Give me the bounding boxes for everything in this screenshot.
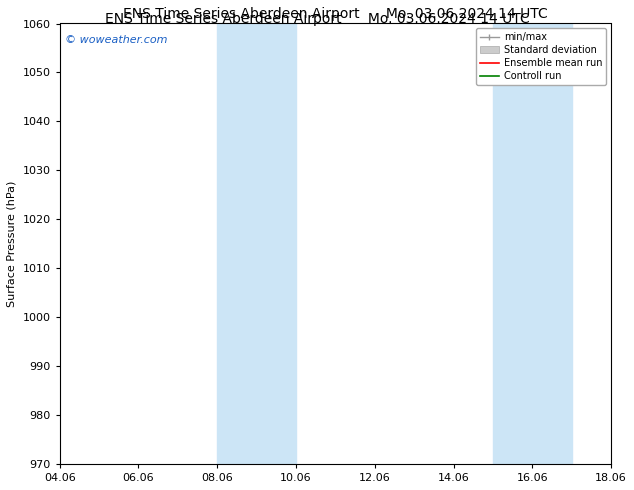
Legend: min/max, Standard deviation, Ensemble mean run, Controll run: min/max, Standard deviation, Ensemble me… <box>476 28 606 85</box>
Text: ENS Time Series Aberdeen Airport      Mo. 03.06.2024 14 UTC: ENS Time Series Aberdeen Airport Mo. 03.… <box>105 12 529 26</box>
Text: © woweather.com: © woweather.com <box>65 34 167 45</box>
Bar <box>217 24 296 464</box>
Title: ENS Time Series Aberdeen Airport      Mo. 03.06.2024 14 UTC: ENS Time Series Aberdeen Airport Mo. 03.… <box>123 7 548 21</box>
Bar <box>493 24 572 464</box>
Y-axis label: Surface Pressure (hPa): Surface Pressure (hPa) <box>7 181 17 307</box>
